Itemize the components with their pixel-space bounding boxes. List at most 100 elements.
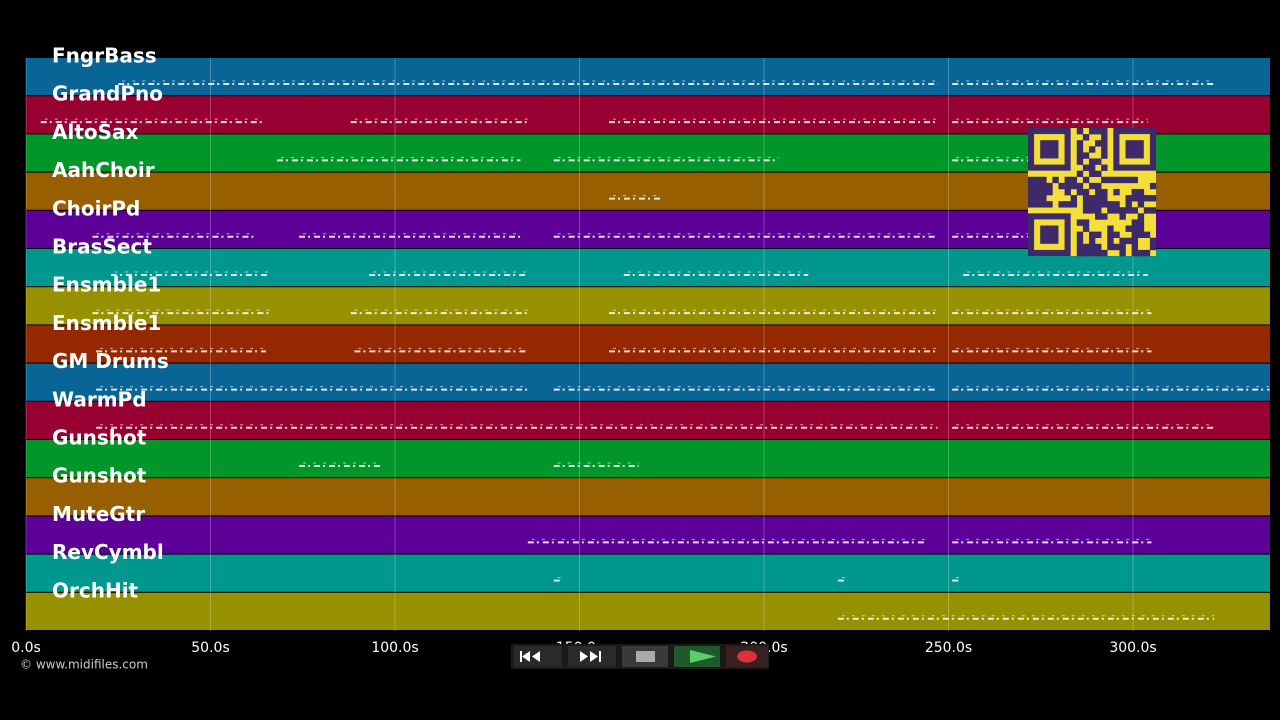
qr-cell — [1082, 207, 1090, 214]
qr-cell — [1088, 201, 1096, 208]
qr-cell — [1125, 207, 1132, 214]
qr-cell — [1034, 182, 1041, 190]
qr-cell — [1082, 249, 1090, 257]
qr-cell — [1076, 128, 1084, 135]
qr-cell — [1088, 243, 1096, 251]
qr-cell — [1076, 146, 1084, 153]
lane — [26, 554, 1270, 592]
qr-cell — [1088, 195, 1096, 202]
qr-cell — [1040, 182, 1047, 190]
qr-cell — [1101, 201, 1108, 208]
stop-button[interactable] — [622, 646, 668, 667]
lane — [26, 592, 1270, 630]
qr-cell — [1137, 249, 1145, 257]
track-label: OrchHit — [52, 578, 139, 602]
qr-cell — [1149, 207, 1157, 214]
tick-label: 250.0s — [925, 640, 972, 656]
rewind-button[interactable] — [514, 646, 562, 667]
tick-label: 50.0s — [191, 640, 229, 656]
qr-cell — [1149, 182, 1157, 190]
qr-cell — [1131, 219, 1139, 226]
lane — [26, 363, 1270, 401]
qr-cell — [1028, 188, 1035, 196]
qr-cell — [1095, 249, 1102, 257]
qr-cell — [1095, 182, 1102, 190]
qr-finder — [1027, 128, 1071, 171]
qr-cell — [1149, 243, 1157, 251]
qr-cell — [1125, 225, 1132, 232]
qr-cell — [1137, 219, 1145, 226]
track-label: Gunshot — [52, 426, 147, 450]
qr-cell — [1137, 231, 1145, 239]
qr-cell — [1137, 201, 1145, 208]
qr-cell — [1101, 164, 1108, 171]
qr-cell — [1107, 207, 1114, 214]
qr-cell — [1101, 146, 1108, 153]
qr-cell — [1082, 134, 1090, 141]
qr-cell — [1064, 176, 1071, 184]
track-label: Ensmble1 — [52, 311, 161, 335]
track-label: ChoirPd — [52, 196, 140, 220]
qr-cell — [1107, 176, 1114, 184]
qr-cell — [1107, 243, 1114, 251]
qr-cell — [1070, 182, 1078, 190]
forward-button[interactable] — [568, 646, 616, 667]
qr-cell — [1149, 195, 1157, 202]
qr-cell — [1131, 231, 1139, 239]
lane — [26, 325, 1270, 363]
qr-cell — [1082, 225, 1090, 232]
qr-cell — [1064, 182, 1071, 190]
qr-cell — [1076, 219, 1084, 226]
track-label: RevCymbl — [52, 540, 164, 564]
lane — [26, 58, 1270, 96]
qr-cell — [1113, 188, 1120, 196]
qr-cell — [1125, 237, 1132, 245]
qr-cell — [1028, 201, 1035, 208]
qr-cell — [1137, 188, 1145, 196]
track-label: GM Drums — [52, 349, 169, 373]
qr-cell — [1101, 188, 1108, 196]
qr-cell — [1101, 128, 1108, 135]
qr-cell — [1107, 231, 1114, 239]
track-label: FngrBass — [52, 44, 157, 68]
qr-cell — [1040, 201, 1047, 208]
qr-cell — [1131, 195, 1139, 202]
controls — [511, 644, 769, 669]
tick-label: 0.0s — [11, 640, 41, 656]
qr-cell — [1088, 158, 1096, 165]
qr-cell — [1088, 164, 1096, 171]
qr-cell — [1064, 188, 1071, 196]
qr-cell — [1028, 182, 1035, 190]
qr-cell — [1143, 207, 1151, 214]
qr-cell — [1082, 176, 1090, 184]
qr-cell — [1076, 188, 1084, 196]
qr-cell — [1107, 225, 1114, 232]
qr-cell — [1137, 195, 1145, 202]
track-label: AahChoir — [52, 158, 155, 182]
qr-cell — [1040, 176, 1047, 184]
qr-cell — [1082, 195, 1090, 202]
qr-cell — [1125, 176, 1132, 184]
qr-cell — [1034, 188, 1041, 196]
qr-cell — [1034, 201, 1041, 208]
track-label: BrasSect — [52, 235, 152, 259]
qr-cell — [1101, 140, 1108, 147]
qr-cell — [1070, 176, 1078, 184]
tick-label: 300.0s — [1109, 640, 1156, 656]
qr-cell — [1101, 152, 1108, 159]
qr-cell — [1125, 201, 1132, 208]
track-label: GrandPno — [52, 82, 163, 106]
qr-cell — [1131, 188, 1139, 196]
record-button[interactable] — [726, 646, 768, 667]
qr-cell — [1046, 188, 1053, 196]
qr-cell — [1095, 231, 1102, 239]
qr-cell — [1052, 176, 1059, 184]
qr-cell — [1137, 213, 1145, 220]
track-label: Gunshot — [52, 464, 147, 488]
qr-cell — [1119, 176, 1126, 184]
qr-cell — [1082, 188, 1090, 196]
qr-cell — [1076, 182, 1084, 190]
play-button[interactable] — [674, 646, 720, 667]
qr-cell — [1131, 176, 1139, 184]
qr-cell — [1113, 201, 1120, 208]
